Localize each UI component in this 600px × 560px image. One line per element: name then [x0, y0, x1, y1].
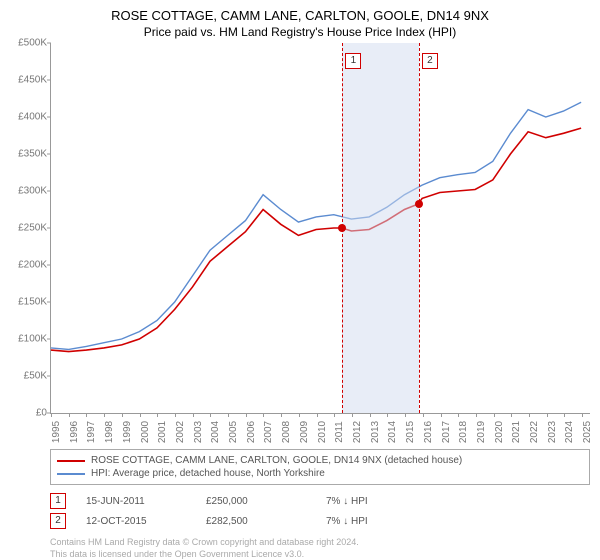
y-tick-label: £300K [3, 186, 47, 197]
footer-line2: This data is licensed under the Open Gov… [50, 549, 590, 560]
footer-line1: Contains HM Land Registry data © Crown c… [50, 537, 590, 549]
legend-item: ROSE COTTAGE, CAMM LANE, CARLTON, GOOLE,… [57, 454, 583, 467]
table-date: 12-OCT-2015 [86, 516, 186, 527]
chart-plot-area: £0£50K£100K£150K£200K£250K£300K£350K£400… [50, 43, 590, 414]
series-line-property [51, 128, 581, 352]
table-marker-box: 1 [50, 493, 66, 509]
x-tick-label: 2000 [140, 421, 151, 443]
x-tick-label: 2013 [370, 421, 381, 443]
x-tick-label: 1995 [51, 421, 62, 443]
sale-marker-line [419, 43, 420, 413]
x-tick-label: 2009 [299, 421, 310, 443]
table-row: 1 15-JUN-2011 £250,000 7% ↓ HPI [50, 491, 590, 511]
x-tick-label: 1998 [104, 421, 115, 443]
y-tick-label: £250K [3, 223, 47, 234]
sale-period-band [342, 43, 418, 413]
sale-marker-label: 1 [345, 53, 361, 69]
x-tick-label: 2011 [334, 421, 345, 443]
x-tick-label: 2006 [246, 421, 257, 443]
x-tick-label: 2015 [405, 421, 416, 443]
x-tick-label: 2016 [423, 421, 434, 443]
y-tick-label: £100K [3, 334, 47, 345]
table-delta: 7% ↓ HPI [326, 496, 426, 507]
series-line-hpi [51, 102, 581, 349]
x-tick-label: 2024 [564, 421, 575, 443]
x-tick-label: 2022 [529, 421, 540, 443]
y-tick-label: £200K [3, 260, 47, 271]
x-tick-label: 1999 [122, 421, 133, 443]
table-marker-box: 2 [50, 513, 66, 529]
x-tick-label: 2010 [317, 421, 328, 443]
x-tick-label: 2019 [476, 421, 487, 443]
y-tick-label: £400K [3, 112, 47, 123]
table-price: £282,500 [206, 516, 306, 527]
sale-marker-label: 2 [422, 53, 438, 69]
x-tick-label: 2012 [352, 421, 363, 443]
y-tick-label: £450K [3, 75, 47, 86]
x-tick-label: 2023 [547, 421, 558, 443]
x-tick-label: 2005 [228, 421, 239, 443]
x-tick-label: 1997 [86, 421, 97, 443]
table-date: 15-JUN-2011 [86, 496, 186, 507]
chart-container: ROSE COTTAGE, CAMM LANE, CARLTON, GOOLE,… [0, 0, 600, 560]
table-delta: 7% ↓ HPI [326, 516, 426, 527]
x-tick-label: 2025 [582, 421, 593, 443]
chart-lines-svg [51, 43, 590, 413]
y-tick-label: £50K [3, 371, 47, 382]
chart-subtitle: Price paid vs. HM Land Registry's House … [0, 23, 600, 43]
chart-title: ROSE COTTAGE, CAMM LANE, CARLTON, GOOLE,… [0, 0, 600, 23]
sale-point-dot [338, 224, 346, 232]
x-tick-label: 2004 [210, 421, 221, 443]
footer-attribution: Contains HM Land Registry data © Crown c… [50, 537, 590, 560]
legend-swatch [57, 460, 85, 462]
y-tick-label: £350K [3, 149, 47, 160]
legend-item: HPI: Average price, detached house, Nort… [57, 467, 583, 480]
legend-swatch [57, 473, 85, 475]
x-tick-label: 2003 [193, 421, 204, 443]
sales-table: 1 15-JUN-2011 £250,000 7% ↓ HPI 2 12-OCT-2015… [50, 491, 590, 531]
x-tick-label: 2007 [263, 421, 274, 443]
x-tick-label: 2021 [511, 421, 522, 443]
y-tick-label: £150K [3, 297, 47, 308]
x-tick-label: 1996 [69, 421, 80, 443]
y-tick-label: £0 [3, 408, 47, 419]
table-row: 2 12-OCT-2015 £282,500 7% ↓ HPI [50, 511, 590, 531]
x-tick-label: 2018 [458, 421, 469, 443]
x-tick-label: 2008 [281, 421, 292, 443]
x-tick-label: 2020 [494, 421, 505, 443]
x-tick-label: 2002 [175, 421, 186, 443]
y-tick-label: £500K [3, 38, 47, 49]
x-tick-label: 2001 [157, 421, 168, 443]
legend-label: ROSE COTTAGE, CAMM LANE, CARLTON, GOOLE,… [91, 455, 462, 466]
table-price: £250,000 [206, 496, 306, 507]
x-tick-label: 2014 [387, 421, 398, 443]
sale-point-dot [415, 200, 423, 208]
legend-label: HPI: Average price, detached house, Nort… [91, 468, 325, 479]
x-tick-label: 2017 [441, 421, 452, 443]
legend-box: ROSE COTTAGE, CAMM LANE, CARLTON, GOOLE,… [50, 449, 590, 485]
